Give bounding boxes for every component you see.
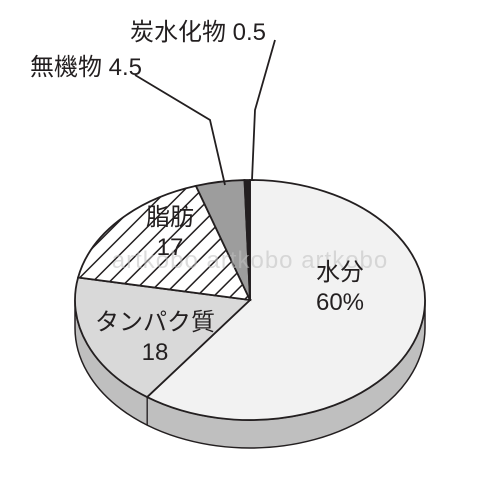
label-fat: 脂肪	[146, 204, 194, 231]
callout-label-carb: 炭水化物 0.5	[130, 19, 266, 46]
value-fat: 17	[157, 234, 184, 261]
callout-label-mineral: 無機物 4.5	[30, 54, 142, 81]
label-protein: タンパク質	[95, 309, 215, 336]
label-water: 水分	[316, 259, 364, 286]
callout-line-carb	[252, 40, 275, 180]
value-protein: 18	[142, 339, 169, 366]
callout-line-mineral	[135, 75, 225, 185]
value-water: 60%	[316, 289, 364, 316]
